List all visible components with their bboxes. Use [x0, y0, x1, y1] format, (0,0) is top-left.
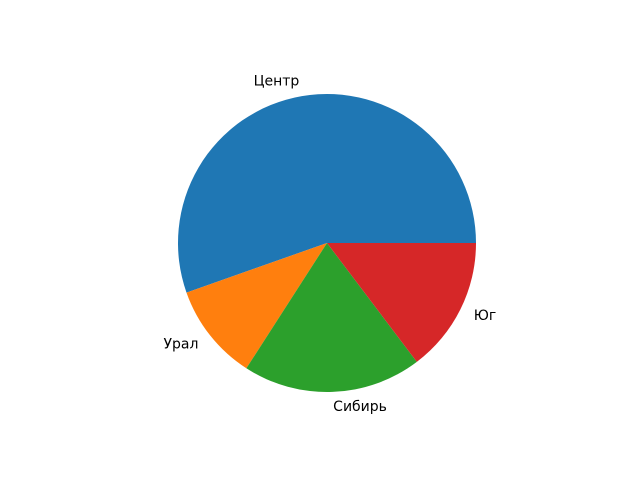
pie-slice-2 [246, 243, 417, 393]
pie-slice-1 [186, 243, 327, 369]
pie-slice-3 [327, 243, 476, 362]
pie-label-3: Юг [474, 308, 496, 324]
pie-label-2: Сибирь [333, 399, 387, 415]
pie-label-1: Урал [163, 337, 198, 353]
pie-slice-0 [177, 94, 477, 293]
pie-label-0: Центр [254, 73, 300, 89]
